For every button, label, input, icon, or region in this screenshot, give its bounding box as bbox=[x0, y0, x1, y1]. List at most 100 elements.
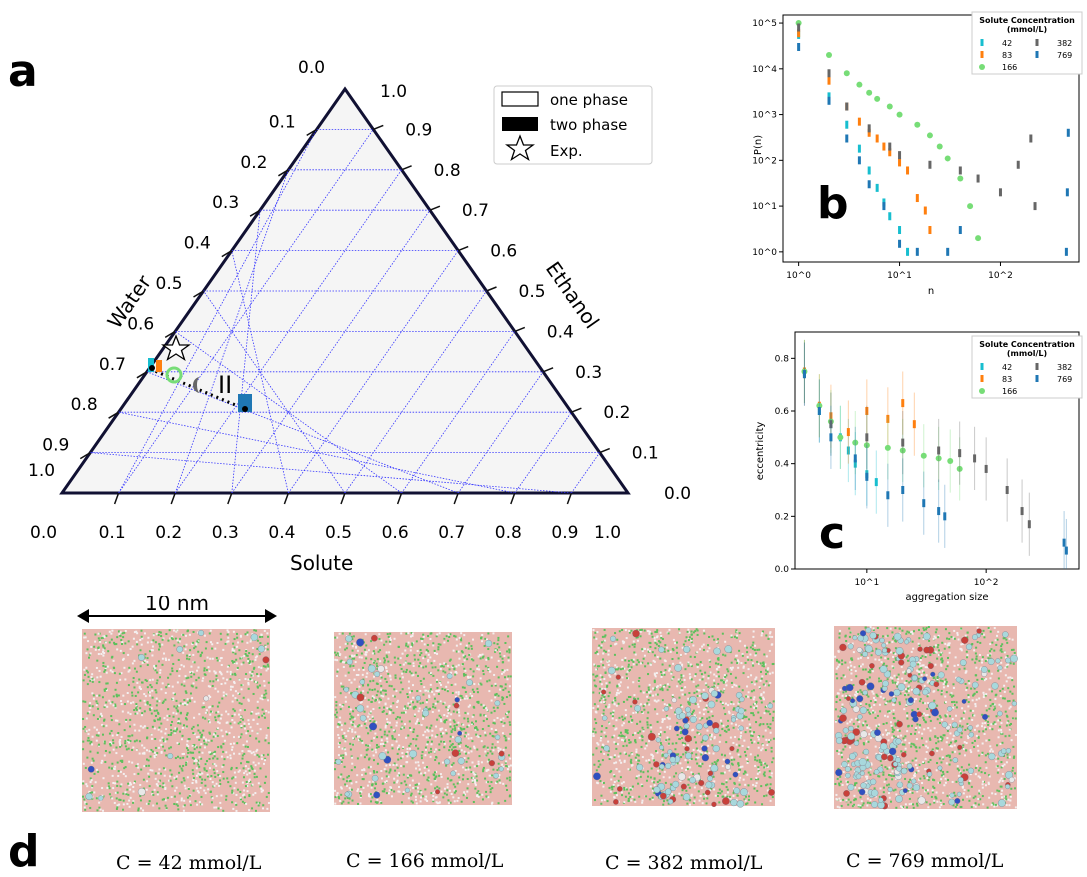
solvent-molecule bbox=[100, 676, 102, 678]
solvent-molecule bbox=[669, 776, 671, 778]
solvent-molecule bbox=[259, 767, 261, 769]
solvent-molecule bbox=[635, 711, 637, 713]
solvent-molecule bbox=[509, 721, 511, 723]
solvent-molecule bbox=[203, 767, 205, 769]
solute-atom bbox=[177, 646, 183, 652]
solvent-molecule bbox=[230, 743, 232, 745]
solvent-molecule bbox=[458, 715, 460, 717]
solvent-molecule bbox=[725, 741, 727, 743]
solvent-molecule bbox=[755, 677, 757, 679]
solvent-molecule bbox=[177, 808, 179, 810]
solvent-molecule bbox=[614, 673, 616, 675]
solvent-molecule bbox=[132, 746, 134, 748]
solvent-molecule bbox=[165, 728, 167, 730]
solvent-molecule bbox=[227, 713, 229, 715]
solvent-molecule bbox=[212, 797, 214, 799]
solvent-molecule bbox=[639, 721, 641, 723]
solvent-molecule bbox=[106, 787, 108, 789]
solvent-molecule bbox=[112, 739, 114, 741]
solvent-molecule bbox=[187, 797, 189, 799]
solvent-molecule bbox=[436, 786, 438, 788]
solvent-molecule bbox=[747, 656, 749, 658]
solvent-molecule bbox=[182, 634, 184, 636]
solvent-molecule bbox=[688, 692, 690, 694]
solvent-molecule bbox=[478, 761, 480, 763]
solvent-molecule bbox=[418, 783, 420, 785]
solvent-molecule bbox=[158, 747, 160, 749]
solvent-molecule bbox=[213, 733, 215, 735]
solvent-molecule bbox=[258, 782, 260, 784]
solvent-molecule bbox=[605, 706, 607, 708]
solvent-molecule bbox=[241, 641, 243, 643]
solvent-molecule bbox=[232, 776, 234, 778]
solvent-molecule bbox=[166, 807, 168, 809]
solvent-molecule bbox=[112, 671, 114, 673]
solvent-molecule bbox=[471, 695, 473, 697]
solvent-molecule bbox=[111, 719, 113, 721]
data-point-166 bbox=[837, 434, 843, 440]
solvent-molecule bbox=[507, 716, 509, 718]
solvent-molecule bbox=[506, 777, 508, 779]
data-point-769 bbox=[946, 248, 949, 256]
solvent-molecule bbox=[219, 660, 221, 662]
solvent-molecule bbox=[122, 695, 124, 697]
solvent-molecule bbox=[435, 726, 437, 728]
solvent-molecule bbox=[643, 648, 645, 650]
data-point-382 bbox=[888, 143, 891, 151]
solvent-molecule bbox=[247, 658, 249, 660]
solvent-molecule bbox=[415, 796, 417, 798]
solvent-molecule bbox=[132, 802, 134, 804]
solvent-molecule bbox=[346, 647, 348, 649]
solvent-molecule bbox=[643, 692, 645, 694]
solvent-molecule bbox=[100, 809, 102, 811]
solvent-molecule bbox=[213, 763, 215, 765]
solute-atom bbox=[725, 759, 730, 764]
solvent-molecule bbox=[181, 684, 183, 686]
solvent-molecule bbox=[213, 807, 215, 809]
data-point-166 bbox=[927, 132, 933, 138]
solvent-molecule bbox=[447, 778, 449, 780]
solvent-molecule bbox=[754, 678, 756, 680]
solvent-molecule bbox=[207, 774, 209, 776]
solvent-molecule bbox=[484, 745, 486, 747]
solute-atom bbox=[636, 764, 643, 771]
solvent-molecule bbox=[243, 723, 245, 725]
solvent-molecule bbox=[116, 797, 118, 799]
solvent-molecule bbox=[91, 743, 93, 745]
solvent-molecule bbox=[463, 717, 465, 719]
solvent-molecule bbox=[265, 690, 267, 692]
solvent-molecule bbox=[371, 740, 373, 742]
solvent-molecule bbox=[101, 762, 103, 764]
solvent-molecule bbox=[236, 646, 238, 648]
solute-atom bbox=[616, 675, 621, 680]
solvent-molecule bbox=[140, 630, 142, 632]
solvent-molecule bbox=[237, 667, 239, 669]
solvent-molecule bbox=[147, 641, 149, 643]
solvent-molecule bbox=[155, 754, 157, 756]
solvent-molecule bbox=[450, 736, 452, 738]
solvent-molecule bbox=[475, 720, 477, 722]
solvent-molecule bbox=[447, 799, 449, 801]
solvent-molecule bbox=[97, 718, 99, 720]
solvent-molecule bbox=[87, 737, 89, 739]
solvent-molecule bbox=[339, 742, 341, 744]
solvent-molecule bbox=[409, 671, 411, 673]
solvent-molecule bbox=[118, 694, 120, 696]
solvent-molecule bbox=[617, 784, 619, 786]
solvent-molecule bbox=[445, 686, 447, 688]
solvent-molecule bbox=[212, 705, 214, 707]
solvent-molecule bbox=[365, 633, 367, 635]
solvent-molecule bbox=[104, 704, 106, 706]
solvent-molecule bbox=[467, 733, 469, 735]
solvent-molecule bbox=[647, 727, 649, 729]
solvent-molecule bbox=[238, 736, 240, 738]
solvent-molecule bbox=[221, 664, 223, 666]
solvent-molecule bbox=[420, 796, 422, 798]
solvent-molecule bbox=[662, 664, 664, 666]
solvent-molecule bbox=[266, 735, 268, 737]
solvent-molecule bbox=[732, 795, 734, 797]
solvent-molecule bbox=[438, 643, 440, 645]
solvent-molecule bbox=[136, 641, 138, 643]
solvent-molecule bbox=[692, 711, 694, 713]
solvent-molecule bbox=[401, 673, 403, 675]
